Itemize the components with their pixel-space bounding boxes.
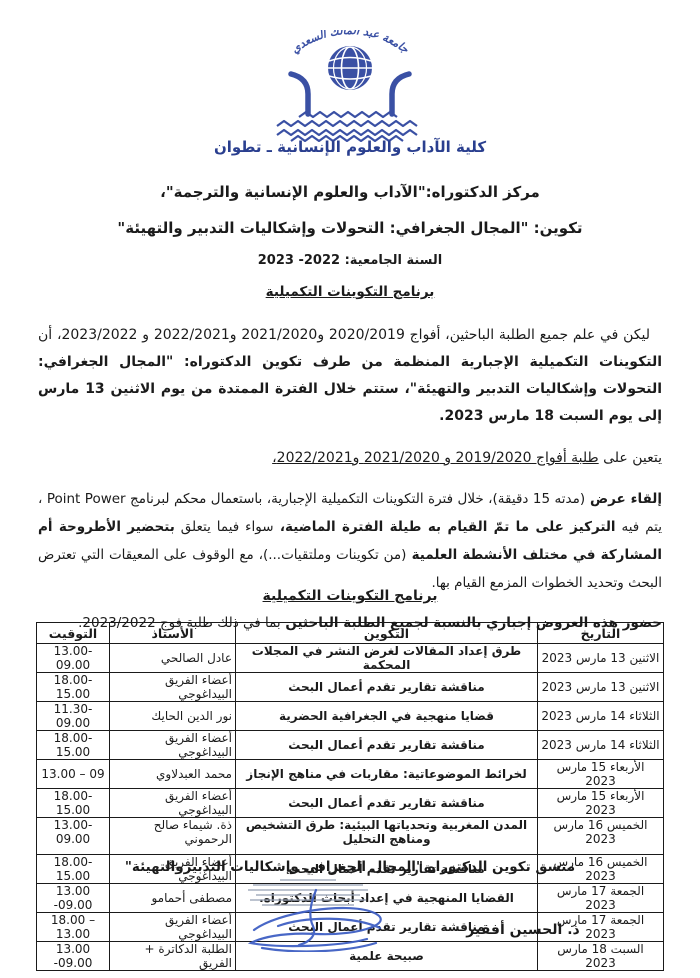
professor-cell: نور الدين الحايك bbox=[109, 701, 236, 731]
professor-cell: أعضاء الفريق البيداغوجي bbox=[109, 854, 236, 884]
time-column-header: التوقيت bbox=[36, 622, 110, 644]
intro-paragraph-lead: ليكن في علم جميع الطلبة الباحثين، أفواج … bbox=[38, 327, 650, 343]
presentation-seg-6: (من تكوينات وملتقيات...)، مع الوقوف على … bbox=[38, 547, 662, 591]
professor-column-header: الأستاذ bbox=[109, 622, 236, 644]
time-cell: 13.00 – 09 bbox=[36, 759, 110, 789]
professor-cell: مصطفى أحمامو bbox=[109, 883, 236, 913]
academic-year: السنة الجامعية: 2022- 2023 bbox=[257, 253, 443, 268]
date-cell: السبت 18 مارس 2023 bbox=[537, 941, 664, 971]
training-cell: قضايا منهجية في الجغرافية الحضرية bbox=[235, 701, 538, 731]
doctorate-center-title: مركز الدكتوراه:"الآداب والعلوم الإنسانية… bbox=[160, 183, 540, 201]
training-cell: طرق إعداد المقالات لغرض النشر في المجلات… bbox=[235, 643, 538, 673]
professor-cell: أعضاء الفريق البيداغوجي bbox=[109, 730, 236, 760]
globe-icon bbox=[328, 46, 372, 90]
table-row: الأربعاء 15 مارس 2023 مناقشة تقارير تقدم… bbox=[36, 788, 664, 818]
notice-line: يتعين على طلبة أفواج 2019/2020 و 2021/20… bbox=[38, 445, 662, 472]
date-cell: الجمعة 17 مارس 2023 bbox=[537, 912, 664, 942]
table-row: الثلاثاء 14 مارس 2023 مناقشة تقارير تقدم… bbox=[36, 730, 664, 760]
time-cell: 13.00 -09.00 bbox=[36, 883, 110, 913]
table-row: الاثنين 13 مارس 2023 طرق إعداد المقالات … bbox=[36, 643, 664, 673]
date-cell: الأربعاء 15 مارس 2023 bbox=[537, 759, 664, 789]
training-cell: مناقشة تقارير تقدم أعمال البحث bbox=[235, 672, 538, 702]
professor-cell: ذة. شيماء صالح الرحموني bbox=[109, 817, 236, 855]
table-row: الاثنين 13 مارس 2023 مناقشة تقارير تقدم … bbox=[36, 672, 664, 702]
professor-cell: أعضاء الفريق البيداغوجي bbox=[109, 672, 236, 702]
professor-cell: الطلبة الدكاترة + الفريق bbox=[109, 941, 236, 971]
presentation-seg-3: التركيز على ما تمّ القيام به طيلة الفترة… bbox=[273, 519, 616, 535]
date-cell: الجمعة 17 مارس 2023 bbox=[537, 883, 664, 913]
time-cell: 18.00-15.00 bbox=[36, 672, 110, 702]
presentation-seg-4: سواء فيما يتعلق bbox=[174, 519, 274, 535]
date-cell: الخميس 16 مارس 2023 bbox=[537, 817, 664, 855]
table-row: الخميس 16 مارس 2023 المدن المغربية وتحدي… bbox=[36, 817, 664, 855]
signatory-name: ذ. الحسين أفقير bbox=[466, 922, 580, 938]
date-cell: الأربعاء 15 مارس 2023 bbox=[537, 788, 664, 818]
date-cell: الاثنين 13 مارس 2023 bbox=[537, 672, 664, 702]
table-row: الأربعاء 15 مارس 2023 لخرائط الموضوعاتية… bbox=[36, 759, 664, 789]
time-cell: 11.30-09.00 bbox=[36, 701, 110, 731]
date-cell: الثلاثاء 14 مارس 2023 bbox=[537, 730, 664, 760]
intro-paragraph-emphasis: التكوينات التكميلية الإجبارية المنظمة من… bbox=[38, 354, 662, 424]
time-cell: 18.00-15.00 bbox=[36, 788, 110, 818]
table-row: الثلاثاء 14 مارس 2023 قضايا منهجية في ال… bbox=[36, 701, 664, 731]
university-logo: جامعة عبد المالك السعدي bbox=[0, 24, 700, 146]
table-heading: برنامج التكوينات التكميلية bbox=[262, 588, 438, 604]
time-cell: 13.00-09.00 bbox=[36, 817, 110, 855]
notice-lead: يتعين على bbox=[598, 450, 662, 466]
professor-cell: محمد العبدلاوي bbox=[109, 759, 236, 789]
notice-underlined-cohorts: طلبة أفواج 2019/2020 و 2021/2020 و2022/2… bbox=[272, 450, 599, 466]
schedule-table: التاريخ التكوين الأستاذ التوقيت الاثنين … bbox=[36, 622, 664, 971]
training-cell: مناقشة تقارير تقدم أعمال البحث bbox=[235, 854, 538, 884]
presentation-seg-5: بتحضير الأطروحة أم المشاركة في مختلف الأ… bbox=[38, 519, 662, 563]
training-cell: مناقشة تقارير تقدم أعمال البحث bbox=[235, 730, 538, 760]
time-cell: 13.00 -09.00 bbox=[36, 941, 110, 971]
training-cell: المدن المغربية وتحدياتها البيئية: طرق ال… bbox=[235, 817, 538, 855]
date-column-header: التاريخ bbox=[537, 622, 664, 644]
time-cell: 18.00 –13.00 bbox=[36, 912, 110, 942]
university-logo-emblem: جامعة عبد المالك السعدي bbox=[276, 24, 418, 143]
intro-paragraph: ليكن في علم جميع الطلبة الباحثين، أفواج … bbox=[38, 322, 662, 430]
training-column-header: التكوين bbox=[235, 622, 538, 644]
presentation-paragraph: إلقاء عرض (مدته 15 دقيقة)، خلال فترة الت… bbox=[38, 485, 662, 597]
waves-icon bbox=[276, 110, 418, 143]
professor-cell: عادل الصالحي bbox=[109, 643, 236, 673]
professor-cell: أعضاء الفريق البيداغوجي bbox=[109, 788, 236, 818]
date-cell: الاثنين 13 مارس 2023 bbox=[537, 643, 664, 673]
coordinator-line: منسق تكوين الدكتوراه "المجال الجغرافي وإ… bbox=[124, 859, 576, 875]
training-cell: لخرائط الموضوعاتية: مقاربات في مناهج الإ… bbox=[235, 759, 538, 789]
stamp-text bbox=[233, 877, 383, 913]
faculty-name: كلية الآداب والعلوم الإنسانية ـ تطوان bbox=[213, 138, 487, 156]
program-heading: برنامج التكوينات التكميلية bbox=[265, 284, 435, 300]
body-text: ليكن في علم جميع الطلبة الباحثين، أفواج … bbox=[38, 322, 662, 637]
presentation-seg-2: (مدته 15 دقيقة)، خلال فترة التكوينات الت… bbox=[38, 491, 663, 535]
time-cell: 13.00-09.00 bbox=[36, 643, 110, 673]
training-cell: مناقشة تقارير تقدم أعمال البحث bbox=[235, 788, 538, 818]
presentation-seg-1: إلقاء عرض bbox=[585, 491, 662, 507]
table-header-row: التاريخ التكوين الأستاذ التوقيت bbox=[36, 622, 664, 644]
table-row: الخميس 16 مارس 2023 مناقشة تقارير تقدم أ… bbox=[36, 854, 664, 884]
table-row: السبت 18 مارس 2023 صبيحة علمية الطلبة ال… bbox=[36, 941, 664, 971]
time-cell: 18.00- 15.00 bbox=[36, 730, 110, 760]
arch-icon bbox=[288, 71, 412, 117]
date-cell: الخميس 16 مارس 2023 bbox=[537, 854, 664, 884]
professor-cell: أعضاء الفريق البيداغوجي bbox=[109, 912, 236, 942]
table-row: الجمعة 17 مارس 2023 مناقشة تقارير تقدم أ… bbox=[36, 912, 664, 942]
formation-title: تكوين: "المجال الجغرافي: التحولات وإشكال… bbox=[117, 219, 583, 237]
date-cell: الثلاثاء 14 مارس 2023 bbox=[537, 701, 664, 731]
signature-scribble bbox=[220, 886, 410, 956]
